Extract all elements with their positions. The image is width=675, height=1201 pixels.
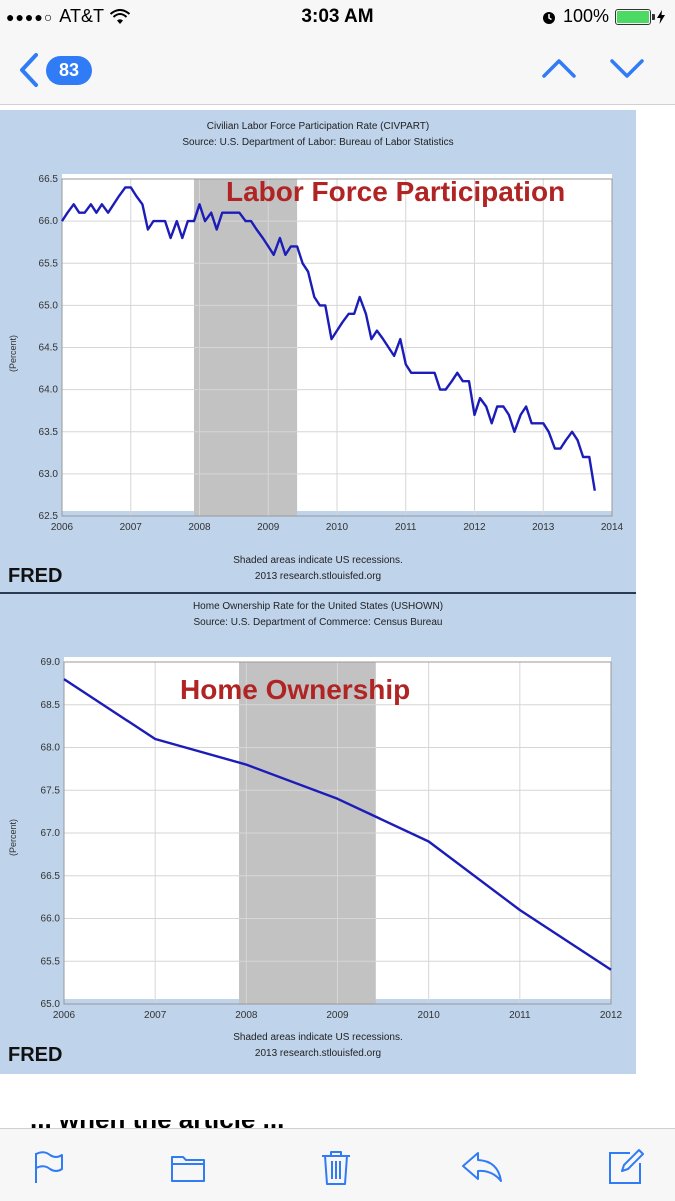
x-tick-label: 2012 [600,1010,623,1021]
series-line [63,678,612,971]
status-bar: ●●●●○ AT&T 3:03 AM 100% [0,0,675,36]
x-tick-label: 2007 [120,522,143,533]
partial-text: ... when the article ... [30,1120,290,1128]
back-count-badge: 83 [46,55,93,85]
flag-icon[interactable] [28,1147,68,1187]
fred-logo: FRED [8,1044,63,1066]
chart-title: Civilian Labor Force Participation Rate … [206,121,430,132]
back-button[interactable]: 83 [18,52,93,88]
chart-svg: 62.5 63.0 63.5 64.0 64.5 65.0 65.5 66.0 66.5 2006… [39,174,624,533]
status-left: ●●●●○ AT&T [6,6,130,27]
carrier-label: AT&T [59,6,104,26]
trash-icon[interactable] [316,1147,356,1187]
y-axis-label: (Percent) [8,334,18,372]
x-tick-label: 2007 [144,1010,167,1021]
email-body: Civilian Labor Force Participation Rate … [0,105,675,1127]
recession-note: Shaded areas indicate US recessions. [233,1032,403,1043]
message-nav [541,54,645,82]
home-ownership-chart: Home Ownership Rate for the United State… [0,592,636,1074]
x-tick-label: 2011 [509,1010,531,1021]
battery-icon [615,8,655,25]
y-axis-label: (Percent) [8,818,18,856]
y-tick-label: 68.0 [41,743,61,754]
y-tick-label: 69.0 [41,657,61,668]
alarm-icon [541,9,557,25]
x-tick-label: 2009 [257,522,280,533]
y-tick-label: 66.0 [41,914,61,925]
chevron-down-icon[interactable] [609,54,645,82]
credit-note: 2013 research.stlouisfed.org [254,1048,382,1059]
x-tick-label: 2013 [532,522,555,533]
plot-frame [63,661,612,1005]
fred-logo: FRED [8,565,63,587]
chart-svg: 65.0 65.5 66.0 66.5 67.0 67.5 68.0 68.5 69.0 2006… [41,657,623,1021]
y-tick-label: 66.5 [39,174,59,185]
recession-note: Shaded areas indicate US recessions. [233,555,403,566]
charging-icon [657,9,665,24]
nav-bar: 83 [0,36,675,105]
y-tick-label: 64.5 [39,343,59,354]
x-tick-label: 2006 [53,1010,76,1021]
x-tick-label: 2010 [326,522,349,533]
y-tick-label: 66.5 [41,871,61,882]
x-tick-label: 2009 [326,1010,349,1021]
y-tick-label: 67.5 [41,785,61,796]
y-tick-label: 64.0 [39,385,59,396]
y-tick-label: 65.5 [39,258,59,269]
clock: 3:03 AM [301,6,374,27]
status-right: 100% [541,6,665,27]
x-tick-label: 2014 [601,522,624,533]
compose-icon[interactable] [606,1147,646,1187]
chart-overlay-title: Home Ownership [180,674,411,705]
wifi-icon [109,8,130,25]
partial-body-text: ... when the article ... [30,1120,290,1128]
chart-source: Source: U.S. Department of Labor: Bureau… [182,137,454,148]
series-line [60,186,596,491]
labor-force-chart: Civilian Labor Force Participation Rate … [0,110,636,592]
chart-overlay-title: Labor Force Participation [226,176,566,207]
plot-frame [61,178,613,517]
x-tick-label: 2008 [188,522,211,533]
signal-icon: ●●●●○ [6,8,54,25]
chevron-up-icon[interactable] [541,54,577,82]
battery-percent: 100% [562,6,609,26]
chevron-left-icon [18,52,40,88]
y-tick-label: 65.0 [41,999,61,1010]
folder-icon[interactable] [168,1147,208,1187]
y-tick-label: 63.0 [39,469,59,480]
y-tick-label: 63.5 [39,427,59,438]
reply-icon[interactable] [460,1147,502,1187]
x-tick-label: 2011 [395,522,417,533]
y-tick-label: 62.5 [39,511,59,522]
x-tick-label: 2010 [418,1010,441,1021]
credit-note: 2013 research.stlouisfed.org [254,571,382,582]
y-tick-label: 66.0 [39,216,59,227]
y-tick-label: 65.5 [41,956,61,967]
x-tick-label: 2012 [463,522,486,533]
bottom-toolbar [0,1128,675,1201]
chart-title: Home Ownership Rate for the United State… [192,601,444,612]
y-tick-label: 67.0 [41,828,61,839]
x-tick-label: 2008 [235,1010,258,1021]
x-tick-label: 2006 [51,522,74,533]
y-tick-label: 68.5 [41,700,61,711]
y-tick-label: 65.0 [39,300,59,311]
chart-source: Source: U.S. Department of Commerce: Cen… [193,617,443,628]
